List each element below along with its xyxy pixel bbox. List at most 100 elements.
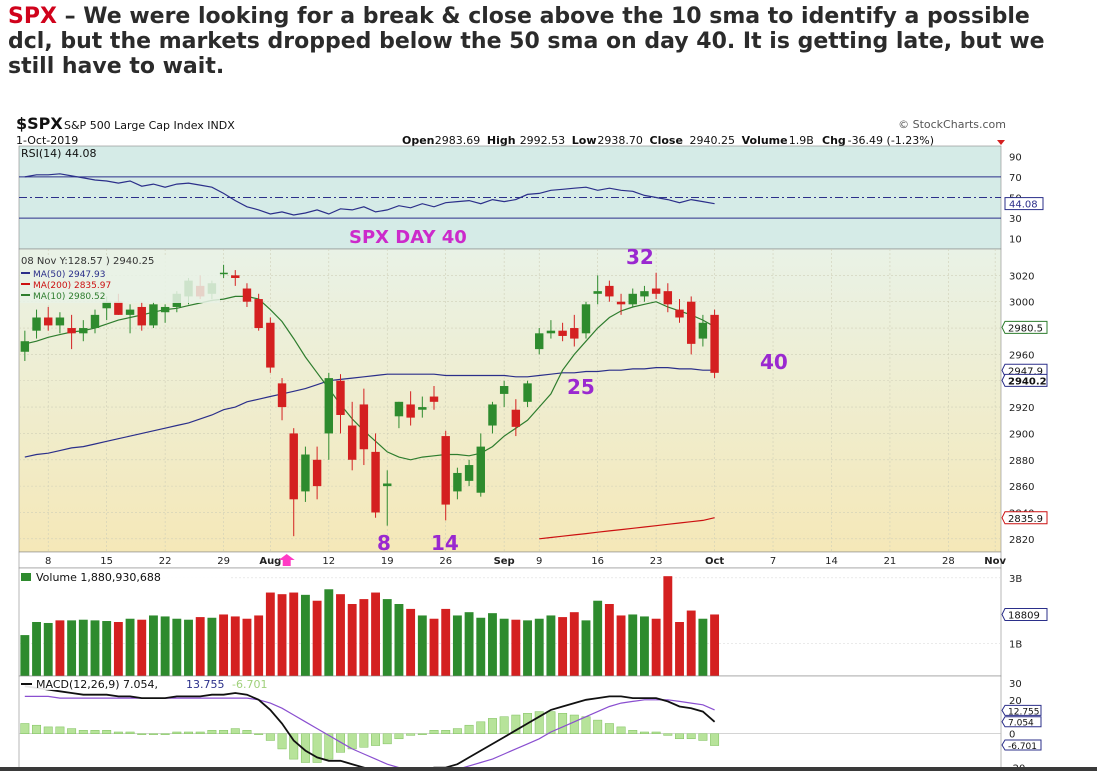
rsi-ytick: 10 <box>1009 235 1022 246</box>
price-ytick: 2900 <box>1009 429 1034 440</box>
macd-histogram-bar <box>324 733 334 760</box>
volume-bar-down <box>289 592 299 676</box>
price-ytick: 2860 <box>1009 482 1034 493</box>
candle-down <box>242 288 252 302</box>
candle-up <box>476 446 485 493</box>
volume-bar-up <box>488 613 497 676</box>
macd-histogram-bar <box>499 716 509 734</box>
macd-label: MACD(12,26,9) 7.054, <box>36 678 158 691</box>
candle-down <box>686 301 696 344</box>
x-tick-label: Sep <box>494 556 515 567</box>
volume-value-tag-text: 18809 <box>1008 610 1040 621</box>
macd-histogram-bar <box>277 733 287 750</box>
macd-histogram-bar <box>336 733 345 753</box>
volume-bar-up <box>546 615 556 676</box>
macd-histogram-bar <box>639 731 649 734</box>
macd-histogram-bar <box>113 731 123 734</box>
price-legend-item: MA(50) 2947.93 <box>33 270 105 280</box>
candle-up <box>640 291 649 297</box>
volume-bar-down <box>219 614 229 676</box>
candle-down <box>511 409 521 427</box>
x-tick-label: 14 <box>825 556 838 567</box>
macd-histogram-bar <box>441 730 451 734</box>
candle-down <box>359 404 369 450</box>
volume-value-tag <box>1001 607 1048 621</box>
volume-bar-down <box>336 594 345 676</box>
candle-down <box>114 301 123 315</box>
quote-value-high: 2992.53 <box>520 134 566 147</box>
macd-value-tag-text: -6.701 <box>1008 742 1037 752</box>
volume-bar-up <box>639 616 649 676</box>
macd-histogram-bar <box>651 731 661 734</box>
macd-histogram-bar <box>160 733 170 735</box>
volume-bar-down <box>242 618 252 676</box>
change-down-icon <box>997 140 1005 145</box>
rsi-ytick: 30 <box>1009 214 1022 225</box>
macd-histogram-bar <box>265 733 275 741</box>
volume-bar-down <box>359 599 369 676</box>
candle-down <box>67 328 76 334</box>
x-tick-label: Aug <box>259 556 281 567</box>
macd-histogram-bar <box>616 726 626 734</box>
volume-bar-down <box>686 610 696 676</box>
macd-label-bg <box>20 677 310 690</box>
price-ytick: 2820 <box>1009 535 1034 546</box>
macd-histogram-bar <box>675 733 684 740</box>
volume-bar-up <box>300 594 310 676</box>
candle-up <box>55 317 65 326</box>
volume-bar-down <box>195 617 205 676</box>
price-legend-header: 08 Nov Y:128.57 ) 2940.25 <box>21 256 154 267</box>
candle-down <box>675 309 684 318</box>
rsi-ytick: 90 <box>1009 152 1022 163</box>
candle-up <box>453 472 462 492</box>
macd-histogram-bar <box>417 733 427 735</box>
x-tick-label: 26 <box>439 556 452 567</box>
cycle-day-label-25: 25 <box>567 375 595 399</box>
candle-down <box>651 288 661 294</box>
event-marker-icon <box>278 554 295 566</box>
macd-hist-value: -6.701 <box>232 678 267 691</box>
candle-down <box>312 459 322 487</box>
volume-bar-down <box>441 608 451 676</box>
candle-up <box>523 383 532 402</box>
volume-bar-down <box>230 616 240 676</box>
quote-label-chg: Chg <box>822 134 846 147</box>
volume-bar-down <box>347 604 357 676</box>
cycle-day-label-14: 14 <box>431 531 459 555</box>
candle-down <box>137 306 146 326</box>
rsi-label: RSI(14) 44.08 <box>21 147 96 160</box>
macd-value-tag <box>1001 716 1042 728</box>
quote-value-low: 2938.70 <box>597 134 643 147</box>
candle-up <box>79 328 88 334</box>
quote-label-open: Open <box>402 134 435 147</box>
candle-up <box>90 314 100 329</box>
volume-bar-up <box>581 620 591 676</box>
price-value-tag-text: 2947.9 <box>1008 366 1043 377</box>
x-tick-label: 16 <box>591 556 604 567</box>
volume-bar-down <box>675 622 684 676</box>
macd-histogram-bar <box>172 731 182 734</box>
macd-histogram-bar <box>43 726 53 734</box>
rsi-value-tag-text: 44.08 <box>1009 200 1038 211</box>
volume-bar-up <box>464 612 474 676</box>
headline: SPX – We were looking for a break & clos… <box>8 4 1068 79</box>
bottom-rule <box>0 767 1097 771</box>
macd-histogram-bar <box>511 714 521 734</box>
quote-label-low: Low <box>572 134 597 147</box>
candle-up <box>125 309 135 315</box>
x-tick-label: 19 <box>381 556 394 567</box>
cycle-day-label-40: 40 <box>760 350 788 374</box>
macd-histogram-bar <box>546 711 556 734</box>
x-tick-label: 9 <box>536 556 542 567</box>
macd-histogram-bar <box>604 723 614 734</box>
macd-histogram-bar <box>67 728 77 734</box>
macd-histogram-bar <box>429 730 439 734</box>
candle-down <box>605 285 614 297</box>
macd-value-tag <box>1001 739 1042 751</box>
quote-value-chg: -36.49 (-1.23%) <box>848 134 934 147</box>
ma50-line <box>24 367 715 458</box>
quote-label-close: Close <box>650 134 683 147</box>
candle-down <box>371 451 380 513</box>
x-tick-label: 8 <box>45 556 51 567</box>
macd-histogram-bar <box>102 730 112 734</box>
